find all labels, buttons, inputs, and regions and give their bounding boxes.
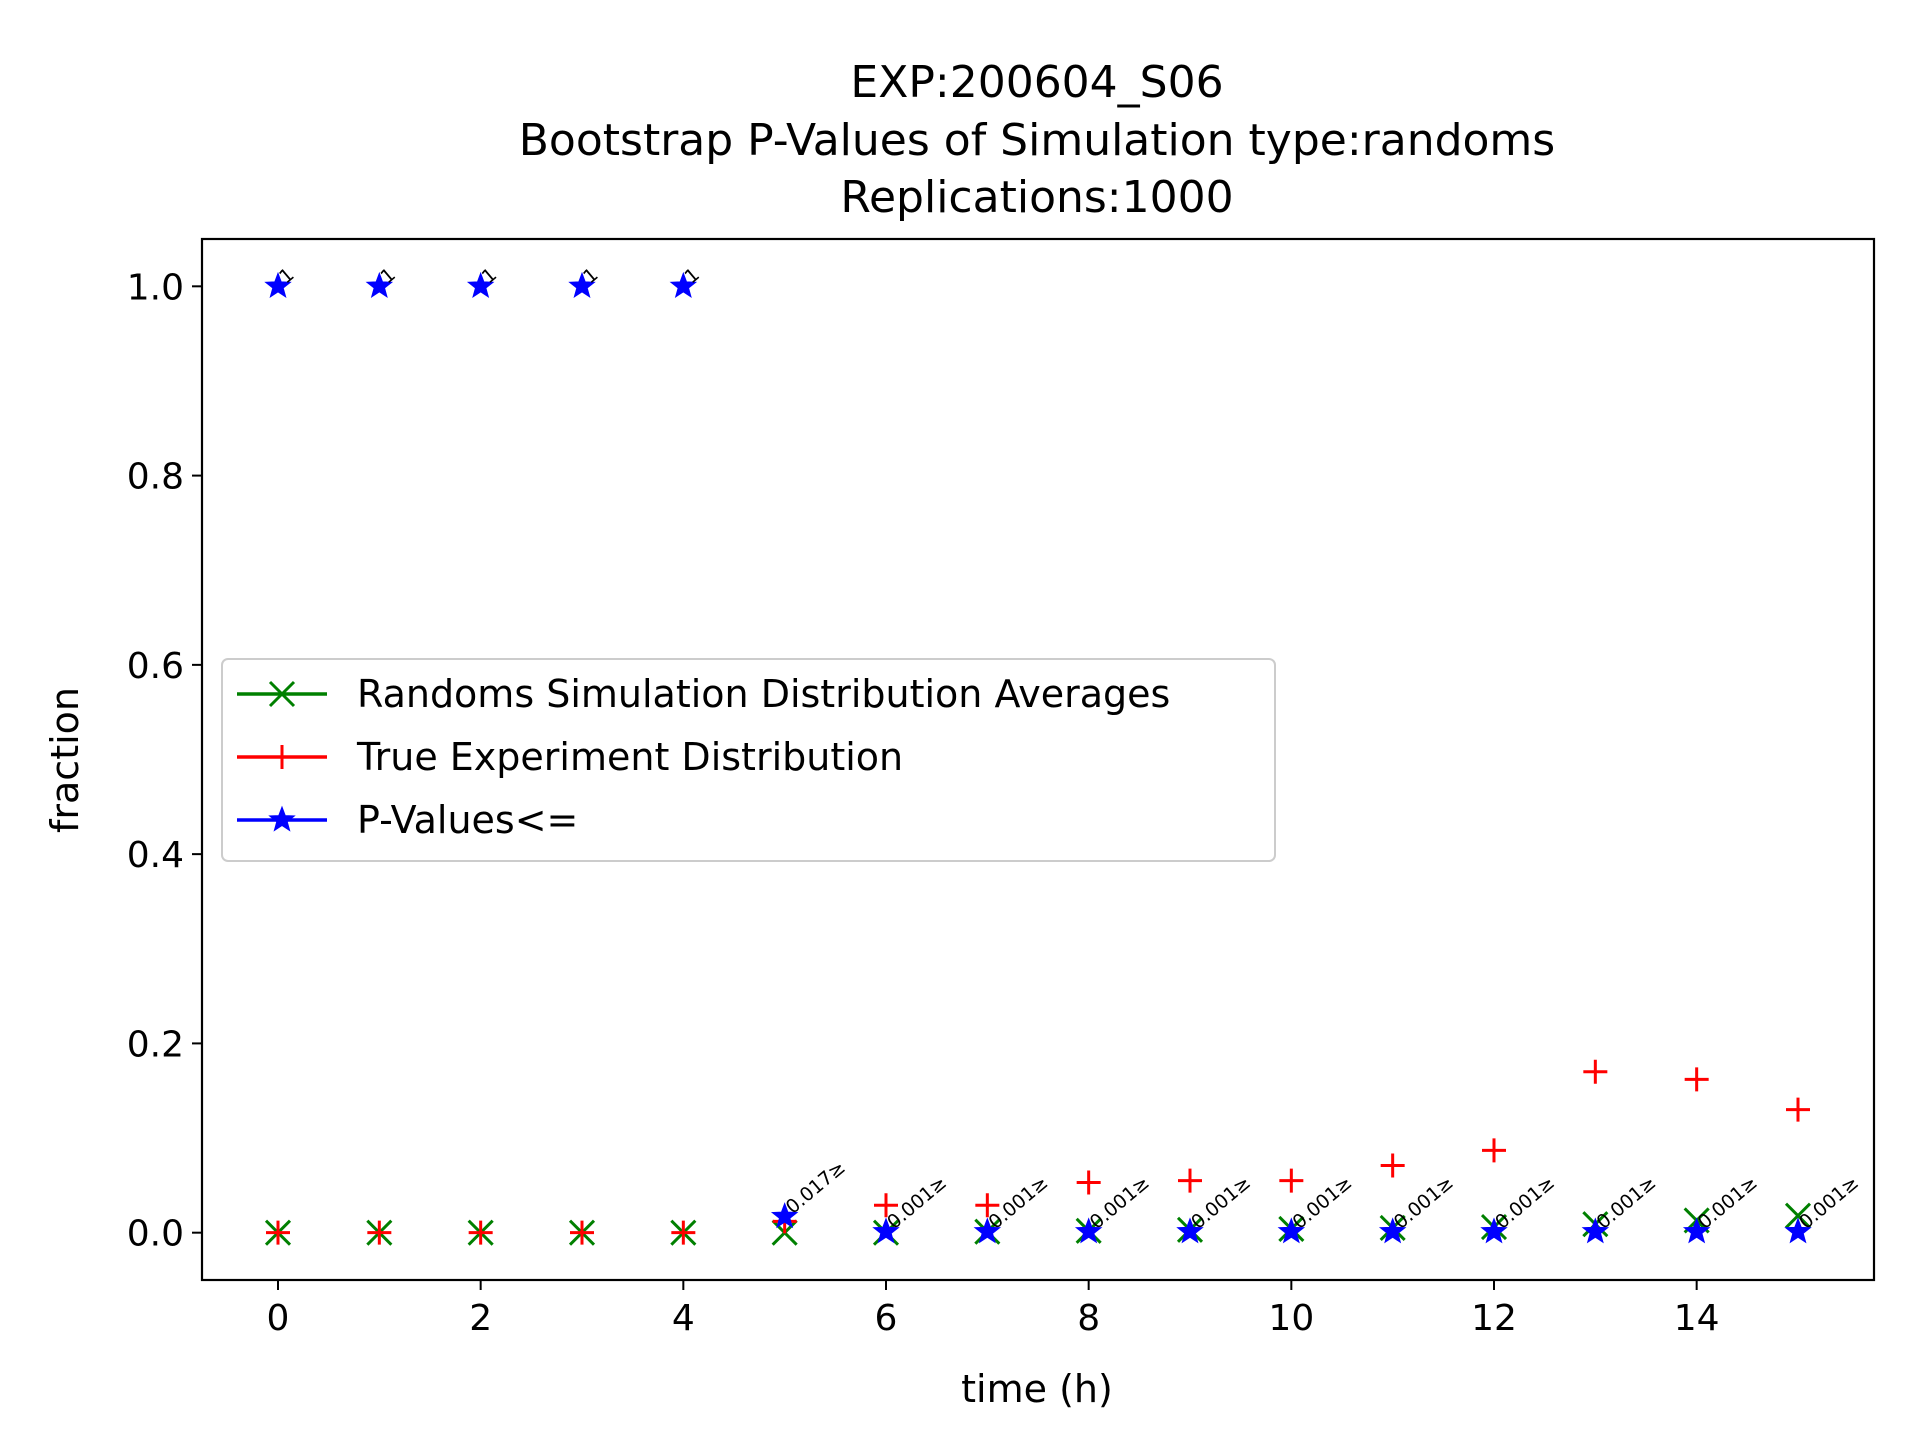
legend-label: Randoms Simulation Distribution Averages <box>357 672 1170 716</box>
experiment-point <box>367 1220 392 1245</box>
experiment-point <box>671 1220 696 1245</box>
experiment-point <box>1482 1138 1506 1163</box>
experiment-point <box>1786 1097 1810 1122</box>
experiment-point <box>1583 1059 1608 1084</box>
series-1 <box>266 1059 1810 1245</box>
x-tick-label: 10 <box>1268 1298 1314 1339</box>
p-value-point <box>1682 1217 1711 1244</box>
experiment-point <box>1178 1168 1202 1193</box>
p-value-point <box>1480 1217 1508 1244</box>
x-tick-label: 14 <box>1674 1298 1720 1339</box>
chart-title: EXP:200604_S06 Bootstrap P-Values of Sim… <box>519 57 1555 223</box>
legend-box <box>221 658 1276 862</box>
p-value-point <box>365 271 394 298</box>
p-value-point <box>770 1202 799 1229</box>
y-tick-label: 0.4 <box>127 835 184 876</box>
experiment-point <box>1076 1170 1101 1195</box>
legend-marker <box>270 745 294 769</box>
experiment-point <box>874 1193 898 1218</box>
x-axis-label: time (h) <box>961 1367 1113 1411</box>
experiment-point <box>1380 1153 1405 1178</box>
y-tick-label: 0.0 <box>127 1214 184 1255</box>
x-tick-label: 0 <box>267 1298 290 1339</box>
x-tick-label: 2 <box>469 1298 492 1339</box>
chart-title-line-2: Bootstrap P-Values of Simulation type:ra… <box>519 115 1555 166</box>
p-value-point <box>568 271 596 298</box>
y-tick-label: 0.6 <box>127 646 184 687</box>
y-tick-label: 0.2 <box>127 1024 184 1065</box>
p-value-point <box>1784 1217 1812 1244</box>
x-tick-label: 8 <box>1077 1298 1100 1339</box>
p-value-point <box>1581 1217 1610 1244</box>
simulation-average-point <box>1784 1202 1812 1229</box>
chart-title-line-1: EXP:200604_S06 <box>850 57 1223 108</box>
legend-marker <box>268 805 296 832</box>
x-tick-label: 12 <box>1471 1298 1517 1339</box>
experiment-point <box>570 1220 594 1245</box>
experiment-point <box>468 1220 493 1245</box>
y-axis-label: fraction <box>43 687 87 833</box>
x-axis-ticks: 0 2 4 6 8 10 12 14 <box>267 1280 1720 1339</box>
experiment-point <box>975 1193 1000 1218</box>
x-tick-label: 6 <box>875 1298 898 1339</box>
p-value-point <box>466 271 495 298</box>
y-tick-label: 0.8 <box>127 457 184 498</box>
experiment-point <box>1279 1168 1304 1193</box>
y-axis-ticks: 0.0 0.2 0.4 0.6 0.8 1.0 <box>127 267 202 1255</box>
legend-label: P-Values<= <box>357 798 578 842</box>
legend: Randoms Simulation Distribution Averages… <box>221 658 1276 862</box>
p-value-point <box>973 1217 1002 1244</box>
experiment-point <box>266 1220 290 1245</box>
x-tick-label: 4 <box>672 1298 695 1339</box>
legend-marker <box>268 680 296 708</box>
p-value-point <box>264 271 292 298</box>
chart-title-line-3: Replications:1000 <box>840 172 1233 223</box>
p-value-point <box>1277 1217 1306 1244</box>
p-value-point <box>1176 1217 1204 1244</box>
p-value-point <box>1074 1217 1103 1244</box>
p-value-point <box>872 1217 900 1244</box>
p-value-point <box>1378 1217 1407 1244</box>
p-value-point <box>669 271 698 298</box>
legend-label: True Experiment Distribution <box>356 735 903 779</box>
y-tick-label: 1.0 <box>127 267 184 308</box>
experiment-point <box>1684 1067 1709 1092</box>
